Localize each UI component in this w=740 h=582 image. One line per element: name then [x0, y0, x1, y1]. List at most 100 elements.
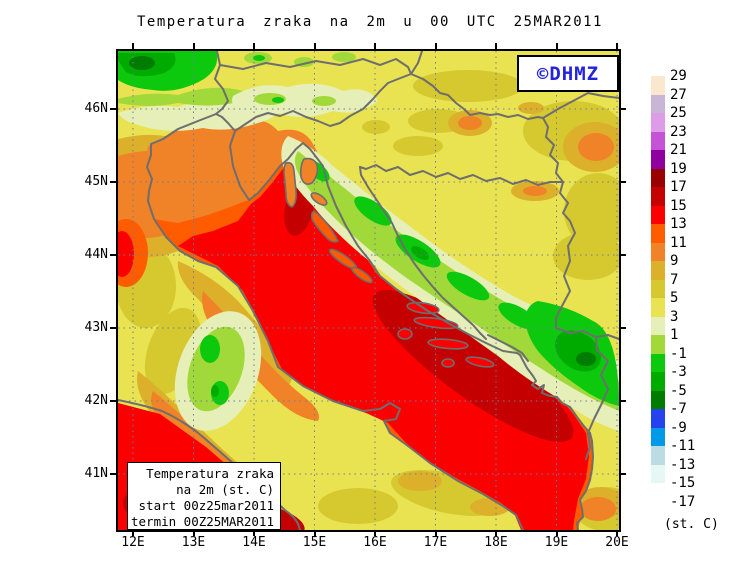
copyright-label: ©DHMZ — [536, 62, 600, 85]
colorbar-label: 25 — [670, 105, 687, 121]
axis-tick — [110, 473, 116, 475]
colorbar-swatch — [651, 205, 665, 224]
colorbar-label: 23 — [670, 123, 687, 140]
info-box-line: termin 00Z25MAR2011 — [131, 514, 274, 529]
axis-tick — [192, 530, 195, 536]
lon-axis-label: 20E — [605, 535, 629, 550]
country-borders — [118, 51, 619, 530]
axis-tick — [110, 400, 116, 402]
croatia-coastline — [215, 113, 594, 530]
colorbar-label: 9 — [670, 253, 679, 269]
colorbar-swatch — [651, 131, 665, 150]
lat-axis-label: 44N — [84, 247, 108, 262]
colorbar-swatch — [651, 316, 665, 335]
lon-axis-label: 15E — [302, 535, 327, 550]
lat-axis-label: 42N — [84, 393, 108, 408]
info-box-line: start 00z25mar2011 — [138, 498, 274, 513]
colorbar-swatch — [651, 409, 665, 428]
axis-tick — [110, 254, 116, 256]
lon-axis-label: 14E — [242, 535, 266, 550]
colorbar-swatch — [651, 224, 665, 243]
north-adriatic-orange — [147, 114, 249, 223]
slovenia-pale-band — [232, 83, 378, 118]
colorbar-swatch — [651, 261, 665, 280]
colorbar-swatch — [651, 335, 665, 354]
colorbar-label: -7 — [670, 401, 687, 417]
colorbar-label: 1 — [670, 327, 679, 343]
axis-tick — [253, 43, 255, 49]
colorbar-label: 13 — [670, 216, 687, 232]
axis-tick — [192, 43, 195, 49]
colorbar-swatch — [651, 483, 665, 502]
axis-tick — [555, 43, 558, 49]
axis-tick — [313, 530, 316, 536]
colorbar-label: -5 — [670, 382, 687, 399]
colorbar-swatch — [651, 279, 665, 298]
axis-tick — [620, 400, 626, 402]
axis-tick — [616, 530, 618, 536]
colorbar-label: 29 — [670, 68, 687, 84]
temperature-map — [118, 51, 619, 530]
colorbar-label: -13 — [670, 456, 696, 473]
lon-axis-label: 17E — [423, 535, 448, 550]
slovenia-hungary-border — [410, 51, 423, 75]
axis-tick — [132, 43, 134, 49]
dinaric-green-band — [281, 136, 619, 431]
lon-axis-label: 12E — [121, 535, 145, 550]
colorbar-swatch — [651, 113, 665, 132]
axis-tick — [620, 473, 626, 475]
lon-axis-label: 18E — [484, 535, 508, 550]
axis-tick — [110, 327, 116, 329]
adriatic-red — [178, 147, 589, 530]
axis-tick — [495, 530, 497, 536]
colorbar-label: 27 — [670, 86, 687, 103]
lat-axis-label: 46N — [84, 101, 108, 116]
info-box-line: na 2m (st. C) — [176, 482, 274, 497]
lat-axis-label: 41N — [84, 466, 108, 481]
lon-axis-label: 16E — [363, 535, 387, 550]
colorbar-unit: (st. C) — [664, 517, 719, 532]
colorbar-swatch — [651, 298, 665, 317]
axis-tick — [253, 530, 255, 536]
copyright-box: ©DHMZ — [517, 55, 619, 92]
axis-tick — [620, 327, 626, 329]
page-title: Temperatura zraka na 2m u 00 UTC 25MAR20… — [136, 14, 603, 30]
axis-tick — [620, 181, 626, 183]
bosnia-north-border — [359, 164, 564, 186]
colorbar-swatch — [651, 94, 665, 113]
colorbar-swatch — [651, 390, 665, 409]
colorbar-label: 15 — [670, 197, 687, 214]
map-area: ©DHMZ Temperatura zraka na 2m (st. C) star… — [116, 49, 621, 532]
colorbar-label: 19 — [670, 160, 687, 177]
hungary-serbia-border — [542, 92, 619, 119]
info-box: Temperatura zraka na 2m (st. C) start 00z2… — [127, 462, 281, 530]
colorbar-label: 5 — [670, 290, 679, 306]
axis-tick — [434, 43, 437, 49]
axis-tick — [616, 43, 618, 49]
italy-coastline — [146, 113, 524, 530]
islands — [283, 157, 495, 368]
dalmatian-darkred — [372, 290, 574, 442]
bosnia-dubrovnik-border — [487, 334, 529, 362]
slovenia-croatia-border — [234, 73, 412, 132]
colorbar-label: -11 — [670, 438, 696, 454]
axis-tick — [555, 530, 558, 536]
lon-axis-label: 13E — [181, 535, 206, 550]
colorbar-swatch — [651, 427, 665, 446]
bosnia-west-border — [359, 166, 487, 340]
axis-tick — [374, 530, 376, 536]
colorbar-label: -17 — [670, 493, 696, 510]
croatia-hungary-border — [410, 73, 544, 120]
colorbar-swatch — [651, 168, 665, 187]
serbia-bosnia-border — [555, 181, 576, 329]
axis-tick — [374, 43, 376, 49]
colorbar-swatch — [651, 150, 665, 169]
colorbar: 29 27 25 23 21 19 17 15 13 11 9 7 5 3 1 -1 -3 -5 -7 -9 -11 -1… — [651, 69, 695, 509]
colorbar-label: 17 — [670, 179, 687, 195]
axis-tick — [110, 108, 116, 110]
colorbar-swatch — [651, 353, 665, 372]
slovenia-north-border — [219, 58, 412, 75]
colorbar-swatch — [651, 76, 665, 95]
serbia-montenegro-border — [555, 327, 619, 340]
